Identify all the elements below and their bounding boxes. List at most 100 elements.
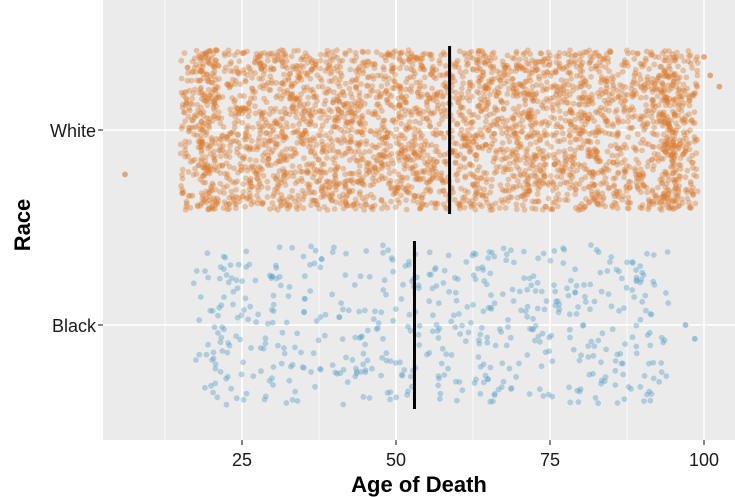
data-point	[399, 132, 406, 139]
data-point	[205, 60, 212, 66]
data-point	[470, 301, 476, 308]
data-point	[529, 205, 536, 212]
data-point	[548, 178, 555, 185]
data-point	[349, 357, 356, 363]
data-point	[660, 95, 667, 101]
data-point	[207, 73, 214, 80]
data-point	[313, 197, 320, 204]
data-point	[633, 343, 640, 350]
data-point	[638, 113, 644, 120]
data-point	[633, 322, 640, 329]
data-point	[621, 57, 628, 63]
data-point	[601, 55, 608, 61]
data-point	[420, 191, 426, 198]
data-point	[635, 50, 641, 57]
data-point	[365, 59, 372, 65]
data-point	[430, 67, 437, 74]
data-point	[639, 298, 646, 305]
data-point	[655, 158, 662, 164]
data-point	[249, 74, 255, 81]
data-point	[319, 149, 325, 155]
data-point	[434, 91, 440, 98]
data-point	[419, 168, 426, 175]
data-point	[424, 102, 430, 109]
data-point	[226, 176, 232, 183]
data-point	[237, 167, 244, 174]
data-point	[399, 49, 405, 56]
data-point	[544, 132, 550, 138]
data-point	[205, 206, 212, 213]
data-point	[432, 201, 439, 207]
data-point	[638, 189, 644, 196]
data-point	[457, 69, 464, 76]
data-point	[374, 72, 381, 79]
data-point	[253, 170, 260, 177]
data-point	[237, 161, 244, 167]
data-point	[216, 275, 223, 282]
data-point	[327, 70, 334, 77]
data-point	[547, 52, 553, 59]
data-point	[423, 92, 430, 99]
data-point	[584, 118, 591, 124]
data-point	[411, 57, 418, 64]
data-point	[675, 90, 681, 97]
data-point	[669, 151, 676, 158]
data-point	[256, 135, 263, 141]
grid	[103, 0, 735, 440]
data-point	[249, 163, 255, 170]
data-point	[297, 168, 304, 175]
data-point	[621, 108, 627, 115]
data-point	[588, 73, 594, 80]
data-point	[246, 146, 252, 153]
data-point	[292, 388, 298, 395]
data-point	[524, 313, 531, 320]
data-point	[568, 277, 574, 284]
data-point	[566, 311, 573, 318]
data-point	[453, 172, 459, 178]
data-point	[317, 264, 324, 271]
data-point	[649, 156, 656, 163]
data-point	[211, 324, 218, 331]
data-point	[650, 198, 657, 205]
data-point	[497, 182, 504, 189]
data-point	[665, 123, 672, 130]
data-point	[639, 181, 646, 188]
data-point	[566, 326, 573, 333]
data-point	[504, 166, 511, 173]
data-point	[321, 111, 328, 118]
data-point	[673, 182, 679, 189]
data-point	[681, 100, 688, 106]
data-point	[312, 383, 318, 390]
data-point	[397, 56, 403, 63]
data-point	[416, 342, 423, 348]
data-point	[607, 143, 614, 149]
data-point	[245, 180, 252, 187]
data-point	[300, 63, 307, 70]
data-point	[520, 51, 527, 58]
data-point	[393, 126, 400, 133]
data-point	[383, 140, 390, 147]
data-point	[590, 183, 597, 189]
data-point	[222, 170, 229, 177]
data-point	[547, 95, 554, 102]
data-point	[554, 87, 561, 94]
data-point	[378, 372, 384, 379]
data-point	[502, 123, 509, 129]
data-point	[688, 159, 695, 166]
data-point	[353, 370, 360, 377]
data-point	[480, 169, 487, 176]
data-point	[213, 103, 220, 110]
data-point	[248, 345, 254, 351]
data-point	[679, 93, 686, 99]
data-point	[646, 198, 653, 205]
data-point	[488, 202, 495, 209]
data-point	[253, 157, 259, 164]
data-point	[234, 314, 241, 321]
data-point	[578, 63, 584, 69]
data-point	[188, 77, 195, 84]
data-point	[369, 111, 376, 117]
data-point	[400, 281, 406, 288]
data-point	[404, 75, 411, 82]
data-point	[407, 373, 414, 380]
data-point	[467, 79, 474, 86]
